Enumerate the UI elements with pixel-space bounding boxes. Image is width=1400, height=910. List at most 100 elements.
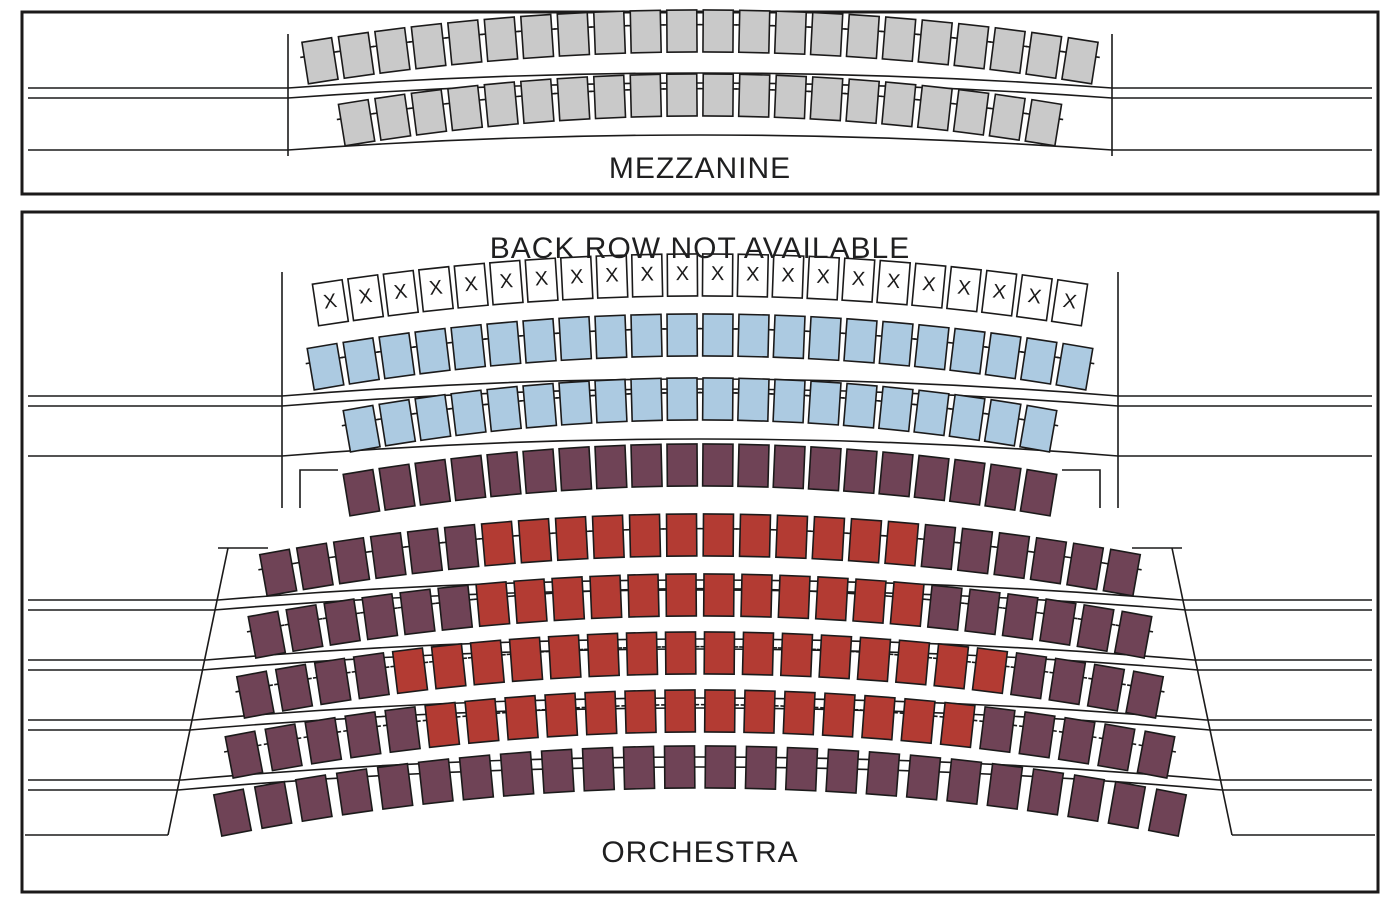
- seat[interactable]: [1073, 604, 1117, 652]
- seat[interactable]: [853, 637, 894, 682]
- seat[interactable]: [740, 690, 779, 733]
- seat[interactable]: [415, 460, 450, 505]
- seat[interactable]: [548, 577, 588, 621]
- seat[interactable]: [699, 10, 737, 52]
- seat[interactable]: [221, 730, 266, 778]
- seat[interactable]: [591, 379, 631, 423]
- seat[interactable]: [472, 581, 514, 626]
- seat[interactable]: [907, 755, 941, 800]
- seat[interactable]: [738, 444, 769, 487]
- seat[interactable]: X: [982, 271, 1017, 316]
- seat[interactable]: [969, 648, 1012, 694]
- seat[interactable]: [840, 319, 881, 364]
- seat[interactable]: [930, 643, 972, 689]
- seat[interactable]: X: [1017, 275, 1052, 321]
- seat[interactable]: [255, 782, 292, 829]
- seat[interactable]: [1022, 32, 1066, 79]
- seat[interactable]: [1084, 664, 1129, 712]
- seat[interactable]: [667, 444, 697, 486]
- seat[interactable]: [624, 746, 655, 789]
- seat[interactable]: [786, 748, 818, 791]
- seat[interactable]: [523, 449, 556, 493]
- seat[interactable]: [999, 593, 1042, 640]
- seat[interactable]: [303, 343, 347, 391]
- seat[interactable]: [769, 315, 809, 358]
- seat[interactable]: [699, 74, 737, 116]
- seat[interactable]: [487, 452, 521, 497]
- seat[interactable]: [734, 378, 773, 421]
- seat[interactable]: [804, 381, 845, 425]
- seat[interactable]: [590, 75, 630, 119]
- seat[interactable]: [411, 394, 454, 441]
- seat[interactable]: [261, 723, 306, 771]
- seat[interactable]: [737, 574, 776, 617]
- seat[interactable]: X: [490, 261, 523, 305]
- seat[interactable]: [480, 17, 521, 62]
- seat[interactable]: [700, 632, 738, 674]
- seat[interactable]: [517, 14, 558, 58]
- seat[interactable]: [914, 85, 956, 131]
- seat[interactable]: [858, 695, 899, 740]
- seat[interactable]: [586, 575, 626, 618]
- seat[interactable]: [917, 524, 959, 570]
- seat[interactable]: [663, 74, 701, 116]
- seat[interactable]: [311, 658, 355, 705]
- seat[interactable]: X: [1052, 280, 1088, 326]
- seat[interactable]: [428, 643, 470, 689]
- seat[interactable]: [1055, 717, 1099, 764]
- seat[interactable]: [444, 20, 486, 65]
- seat[interactable]: [591, 315, 631, 358]
- seat[interactable]: [444, 85, 486, 131]
- seat[interactable]: [272, 664, 317, 712]
- seat[interactable]: [886, 581, 928, 626]
- seat[interactable]: [595, 445, 627, 488]
- seat[interactable]: [700, 574, 738, 616]
- seat[interactable]: [233, 671, 278, 719]
- seat[interactable]: [769, 379, 809, 423]
- seat[interactable]: [447, 324, 489, 370]
- seat[interactable]: [981, 332, 1024, 379]
- seat[interactable]: [461, 698, 503, 743]
- seat[interactable]: [773, 445, 805, 488]
- seat[interactable]: [517, 79, 558, 124]
- seat[interactable]: [515, 518, 556, 563]
- seat[interactable]: [378, 764, 413, 809]
- seat[interactable]: [950, 89, 993, 135]
- seat[interactable]: [407, 23, 449, 69]
- seat[interactable]: [552, 516, 592, 560]
- seat[interactable]: [334, 99, 378, 147]
- seat[interactable]: [627, 378, 666, 421]
- seat[interactable]: [976, 706, 1019, 752]
- seat[interactable]: [256, 549, 301, 597]
- seat[interactable]: [699, 314, 737, 356]
- seat[interactable]: [914, 455, 948, 500]
- seat[interactable]: [897, 698, 939, 743]
- seat[interactable]: [914, 20, 956, 65]
- seat[interactable]: [946, 328, 989, 374]
- seat[interactable]: [866, 752, 899, 796]
- seat[interactable]: [878, 82, 920, 127]
- seat[interactable]: [626, 514, 665, 557]
- seat[interactable]: [954, 528, 997, 574]
- seat[interactable]: [501, 695, 542, 740]
- seat[interactable]: [379, 464, 415, 510]
- seat[interactable]: [1027, 537, 1071, 584]
- seat[interactable]: [501, 752, 534, 796]
- seat[interactable]: X: [877, 261, 910, 305]
- seat[interactable]: [1099, 549, 1144, 597]
- seat[interactable]: [624, 574, 663, 617]
- seat[interactable]: [1063, 543, 1107, 591]
- seat[interactable]: [924, 585, 966, 631]
- seat[interactable]: [441, 524, 483, 570]
- seat[interactable]: X: [419, 267, 453, 312]
- seat[interactable]: [881, 521, 922, 566]
- seat[interactable]: [1133, 730, 1178, 778]
- seat[interactable]: [434, 585, 476, 631]
- seat[interactable]: [553, 77, 593, 121]
- seat[interactable]: [559, 447, 591, 491]
- seat[interactable]: [849, 579, 890, 624]
- seat[interactable]: [519, 319, 560, 364]
- seat[interactable]: [1015, 711, 1059, 758]
- seat[interactable]: [945, 394, 988, 441]
- seat[interactable]: [583, 748, 615, 791]
